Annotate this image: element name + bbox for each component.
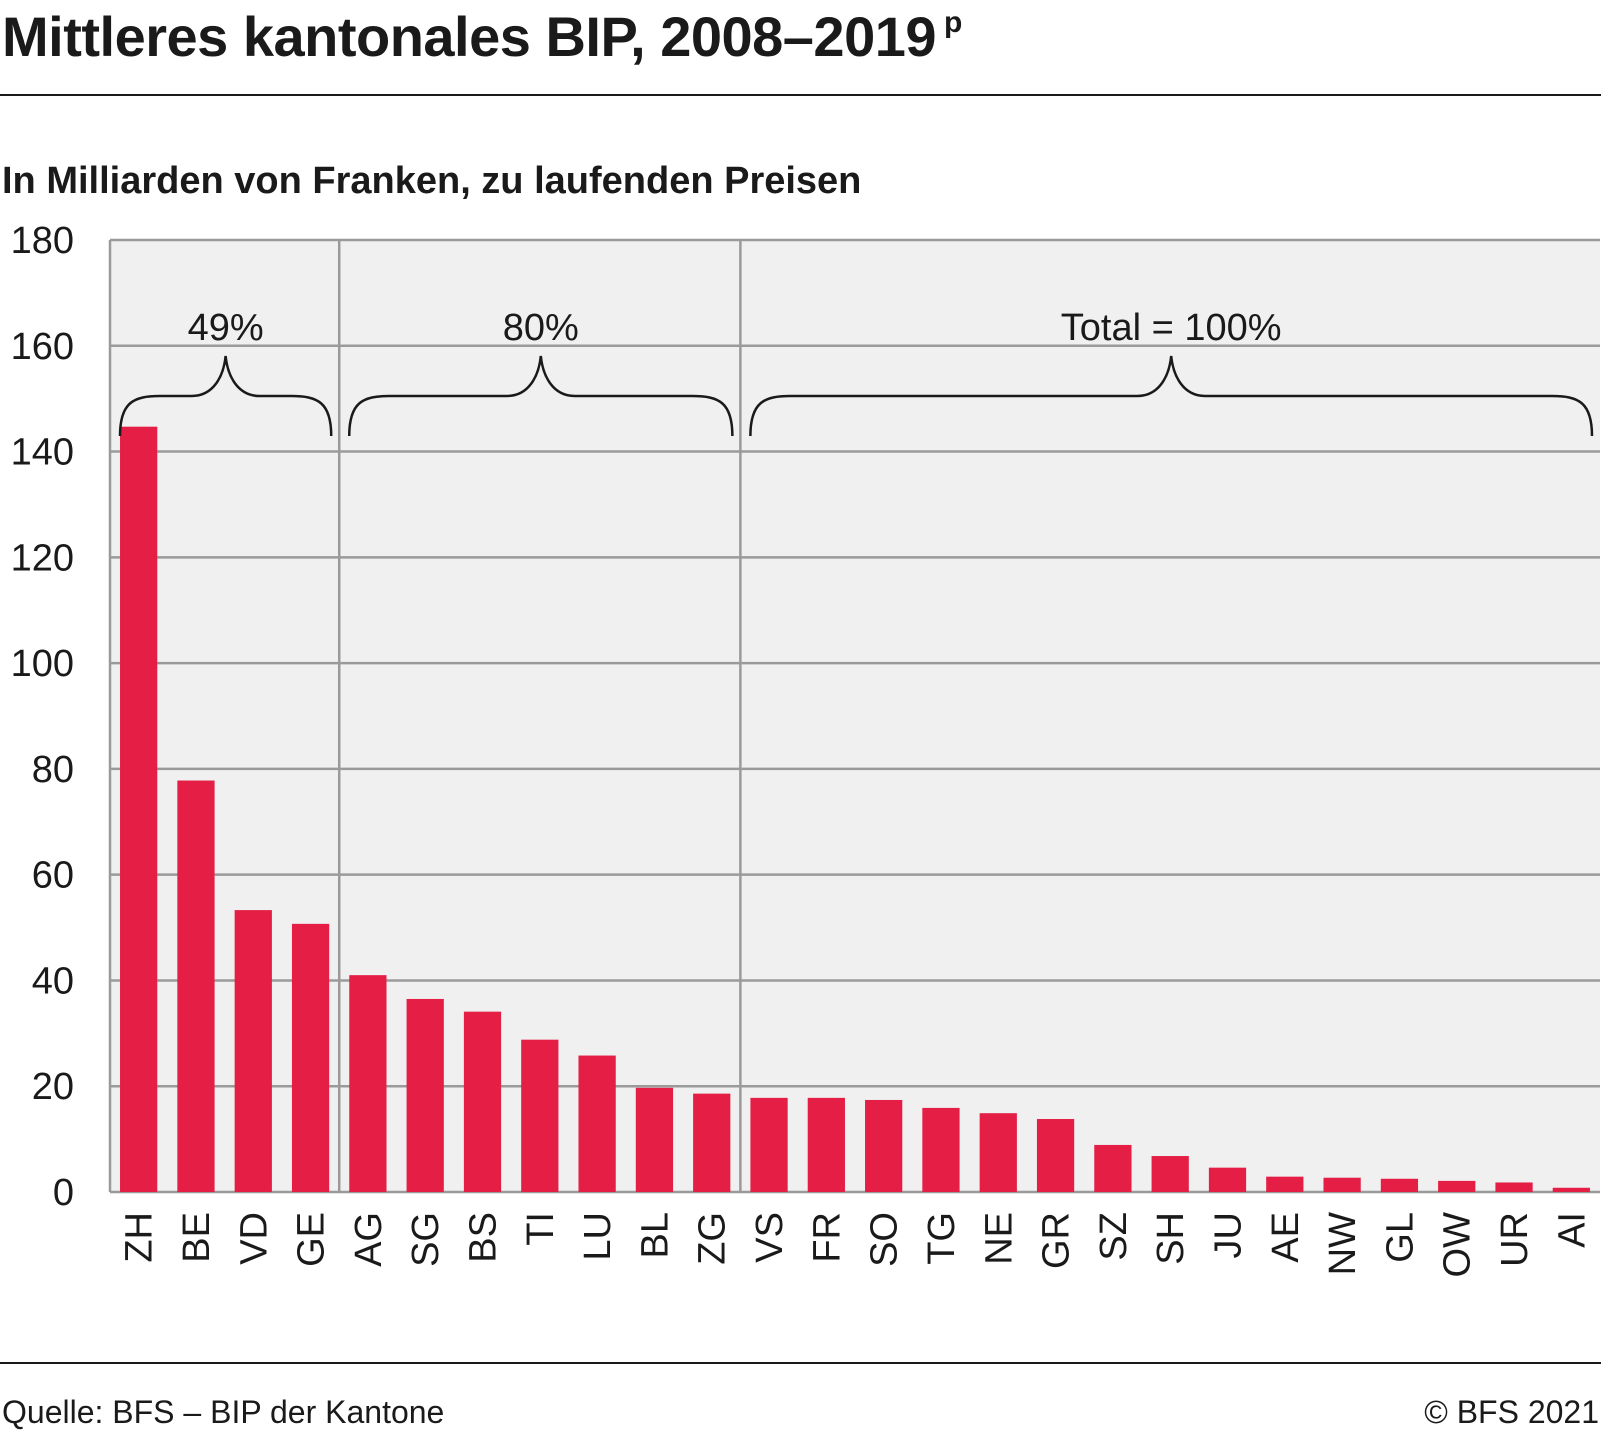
x-tick-label: UR — [1494, 1212, 1536, 1267]
x-tick-label: AG — [348, 1212, 390, 1267]
y-tick-label: 0 — [53, 1172, 74, 1214]
bars — [120, 426, 1590, 1193]
x-tick-label: LU — [577, 1212, 619, 1261]
x-tick-label: BL — [634, 1212, 676, 1258]
y-tick-label: 60 — [32, 855, 74, 897]
bar-ti — [521, 1039, 559, 1192]
x-tick-label: AI — [1551, 1212, 1593, 1248]
x-tick-label: NE — [978, 1212, 1020, 1265]
y-tick-label: 180 — [11, 220, 74, 262]
bar-gl — [1380, 1178, 1419, 1192]
y-tick-label: 120 — [11, 537, 74, 579]
x-tick-label: VD — [233, 1212, 275, 1265]
top-divider — [0, 94, 1601, 96]
x-tick-label: ZH — [119, 1212, 161, 1263]
y-tick-label: 140 — [11, 432, 74, 474]
bar-nw — [1323, 1177, 1361, 1192]
bracket — [347, 355, 734, 437]
bracket — [749, 355, 1594, 437]
bar-sg — [406, 998, 444, 1192]
bracket-annotations: 49% 80% Total = 100% — [118, 307, 1594, 437]
bar-sz — [1094, 1144, 1132, 1192]
x-tick-label: BS — [463, 1212, 505, 1263]
x-tick-label: SZ — [1093, 1212, 1135, 1261]
x-tick-label: SO — [864, 1212, 906, 1267]
bracket — [118, 355, 333, 437]
bar-ju — [1208, 1167, 1247, 1192]
bracket-label: 80% — [503, 307, 579, 349]
x-tick-label: SH — [1150, 1212, 1192, 1265]
x-tick-label: OW — [1437, 1212, 1479, 1278]
x-tick-label: ZG — [692, 1212, 734, 1265]
bar-ae — [1266, 1176, 1304, 1192]
x-tick-label: FR — [806, 1212, 848, 1263]
bar-sh — [1151, 1156, 1189, 1192]
bar-tg — [922, 1107, 960, 1192]
x-tick-label: TG — [921, 1212, 963, 1265]
bar-ai — [1552, 1187, 1590, 1192]
bar-ne — [979, 1113, 1017, 1192]
bar-vs — [750, 1097, 788, 1192]
group-separators — [337, 240, 742, 1192]
chart-title-text: Mittleres kantonales BIP, 2008–2019 — [2, 5, 937, 68]
copyright-note: © BFS 2021 — [1424, 1394, 1599, 1430]
bar-be — [177, 780, 215, 1192]
x-tick-label: GR — [1036, 1212, 1078, 1269]
x-tick-label: VS — [749, 1212, 791, 1263]
x-tick-label: TI — [520, 1212, 562, 1246]
bracket-label: Total = 100% — [1061, 307, 1282, 349]
y-tick-label: 160 — [11, 326, 74, 368]
bar-ow — [1438, 1180, 1476, 1192]
source-note: Quelle: BFS – BIP der Kantone — [2, 1394, 445, 1430]
y-axis-ticks: 0 20 40 60 80 100 120 140 160 180 — [11, 220, 74, 1214]
x-tick-label: AE — [1265, 1212, 1307, 1263]
bar-ur — [1495, 1182, 1533, 1192]
bar-vd — [234, 910, 272, 1192]
x-tick-label: GL — [1379, 1212, 1421, 1263]
x-tick-label: BE — [176, 1212, 218, 1263]
chart-title: Mittleres kantonales BIP, 2008–2019 p — [2, 4, 962, 69]
title-superscript: p — [944, 6, 962, 40]
bar-fr — [807, 1097, 845, 1192]
y-tick-label: 40 — [32, 960, 74, 1002]
x-tick-label: GE — [291, 1212, 333, 1267]
y-tick-label: 20 — [32, 1066, 74, 1108]
y-tick-label: 100 — [11, 643, 74, 685]
bar-ge — [291, 923, 330, 1192]
x-tick-label: NW — [1322, 1212, 1364, 1275]
bar-zg — [693, 1093, 731, 1192]
x-axis-categories: ZH BE VD GE AG SG BS TI LU BL ZG VS FR SO TG NE GR SZ SH JU… — [119, 1212, 1594, 1278]
bar-gr — [1036, 1119, 1075, 1192]
bar-zh — [120, 426, 158, 1193]
bar-bs — [463, 1011, 502, 1192]
bar-lu — [578, 1055, 616, 1192]
bar-so — [865, 1099, 903, 1192]
bottom-divider — [0, 1362, 1601, 1364]
x-tick-label: SG — [405, 1212, 447, 1267]
bar-bl — [635, 1087, 674, 1192]
bar-ag — [349, 975, 387, 1192]
y-tick-label: 80 — [32, 749, 74, 791]
chart-subtitle: In Milliarden von Franken, zu laufenden … — [2, 160, 862, 202]
plot-background — [110, 240, 1600, 1192]
x-tick-label: JU — [1208, 1212, 1250, 1258]
bracket-label: 49% — [188, 307, 264, 349]
